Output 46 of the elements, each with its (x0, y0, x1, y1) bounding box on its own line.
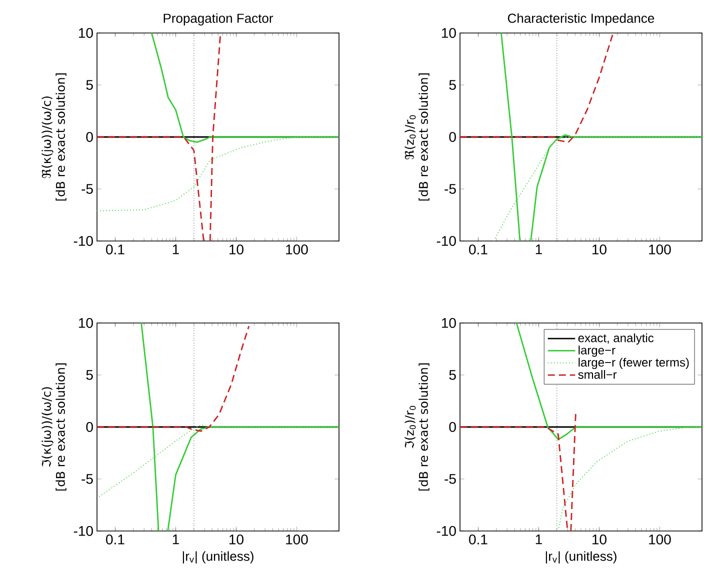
chart-title: Characteristic Impedance (508, 13, 654, 26)
x-axis-title: |r$_{v}$| (unitless) (546, 551, 616, 564)
y-tick-label: 0 (449, 132, 456, 142)
x-tick-label: 1 (536, 244, 542, 254)
legend-label: large−r (578, 346, 616, 357)
x-tick-label: 1 (172, 534, 179, 544)
x-tick-label: 100 (649, 534, 671, 544)
y-tick-label: -5 (444, 474, 456, 484)
legend-label: small−r (578, 370, 617, 379)
x-tick-label: 100 (649, 244, 671, 254)
y-tick-label: 5 (86, 80, 93, 90)
y-tick-label: -5 (82, 474, 93, 484)
y-tick-label: -10 (436, 236, 456, 246)
chart-title: Propagation Factor (164, 13, 274, 26)
x-tick-label: 0.1 (469, 534, 488, 544)
y-tick-label: -5 (444, 184, 456, 194)
y-tick-label: 10 (78, 28, 93, 38)
y-tick-label: 5 (449, 80, 456, 90)
legend-label: large−r (fewer terms) (578, 358, 689, 370)
x-tick-label: 100 (286, 534, 308, 544)
y-tick-label: -10 (436, 526, 456, 536)
x-tick-label: 100 (286, 244, 308, 254)
y-tick-label: 0 (86, 422, 93, 432)
x-tick-label: 10 (592, 244, 606, 254)
x-tick-label: 0.1 (469, 244, 488, 254)
x-axis-title: |r$_{v}$| (unitless) (182, 551, 254, 564)
x-tick-label: 10 (229, 244, 244, 254)
y-axis-title: ℜ(κ(jω))/(ω/c) [dB re exact solution] (42, 73, 66, 201)
y-tick-label: 0 (449, 422, 456, 432)
y-tick-label: -10 (74, 526, 93, 536)
y-tick-label: 5 (449, 370, 456, 380)
y-tick-label: -10 (74, 236, 93, 246)
x-tick-label: 1 (536, 534, 542, 544)
y-tick-label: 10 (442, 28, 456, 38)
x-tick-label: 10 (592, 534, 606, 544)
legend-label: exact, analytic (578, 333, 654, 345)
y-tick-label: 10 (442, 318, 456, 328)
x-tick-label: 1 (172, 244, 179, 254)
x-tick-label: 0.1 (106, 534, 124, 544)
y-tick-label: 10 (78, 318, 93, 328)
y-tick-label: 5 (86, 370, 93, 380)
x-tick-label: 0.1 (106, 244, 124, 254)
y-tick-label: 0 (86, 132, 93, 142)
y-axis-title: ℑ(κ(jω))/(ω/c) [dB re exact solution] (42, 363, 66, 491)
y-tick-label: -5 (82, 184, 93, 194)
x-tick-label: 10 (229, 534, 244, 544)
